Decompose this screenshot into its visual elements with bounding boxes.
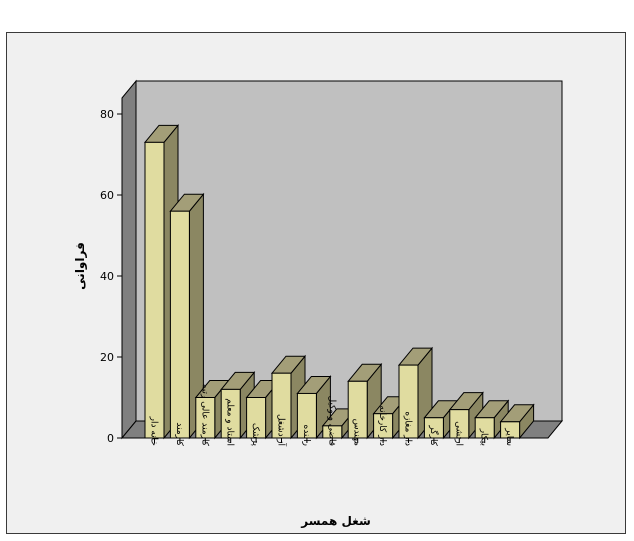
x-axis-title: شغل همسر [300,514,371,528]
x-tick-label: استاد و معلم [225,398,235,446]
bar [169,192,205,440]
y-tick-label: 40 [100,270,114,283]
x-tick-label: پزشک [250,423,260,447]
x-tick-label: آزادشغل [276,414,288,447]
side-wall [121,79,137,440]
x-tick-label: کارمند [174,422,184,446]
x-axis-labels: خانه دار کارمند کارمند عالی رتبه استاد و مع… [149,384,515,447]
x-tick-label: مهندس [352,419,362,447]
bar-front [144,141,165,439]
y-tick-label: 60 [100,189,114,202]
x-tick-label: بیکار [479,428,489,446]
x-tick-label: دار کارخانه [377,405,387,446]
y-axis: 0 20 40 60 80 [100,98,123,445]
x-tick-label: دار مغازه [403,411,413,446]
bars-group [143,123,535,440]
y-tick-label: 20 [100,351,114,364]
x-tick-label: ارتشی [453,421,463,446]
bar [143,123,180,440]
bar [296,375,332,440]
x-tick-label: خانه دار [149,416,159,446]
bar [474,399,510,440]
x-tick-label: کارگر [428,424,440,446]
x-tick-label: سایر [504,427,514,446]
bar-front [169,210,190,439]
x-tick-label: قاضی و وکیل [326,396,336,446]
bar [347,362,383,440]
y-axis-title: فراوانی [73,242,88,290]
x-tick-label: راننده [301,424,311,446]
y-tick-label: 0 [107,432,114,445]
x-tick-label: کارمند عالی رتبه [199,384,209,447]
y-tick-label: 80 [100,108,114,121]
